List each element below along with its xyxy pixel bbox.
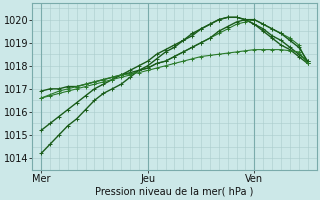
X-axis label: Pression niveau de la mer( hPa ): Pression niveau de la mer( hPa ): [95, 187, 253, 197]
